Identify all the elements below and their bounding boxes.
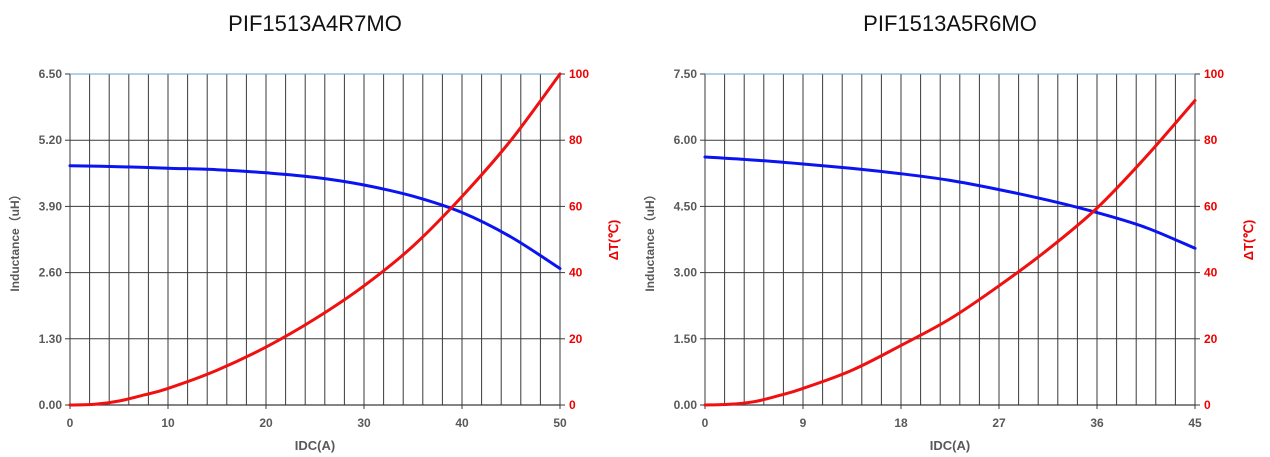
- inductance-line: [68, 164, 562, 270]
- y2-tick-label: 60: [569, 199, 583, 213]
- x-tick-label: 0: [702, 416, 709, 430]
- y2-tick-label: 20: [569, 332, 583, 346]
- y2-axis-label: ΔT(℃): [606, 220, 621, 261]
- y-tick-label: 7.50: [674, 67, 698, 81]
- y2-tick-label: 40: [1204, 266, 1218, 280]
- y2-tick-label: 20: [1204, 332, 1218, 346]
- x-axis-label: IDC(A): [295, 438, 335, 453]
- chart-svg: PIF1513A5R6MO 0.00 1.50 3.00 4.50 6.00 7.50 0 20…: [642, 11, 1256, 453]
- x-tick-label: 45: [1188, 416, 1202, 430]
- y2-tick-label: 80: [569, 133, 583, 147]
- y2-axis-label: ΔT(℃): [1241, 220, 1256, 261]
- x-tick-label: 27: [992, 416, 1006, 430]
- y-tick-label: 1.30: [39, 332, 63, 346]
- y2-tick-label: 80: [1204, 133, 1218, 147]
- y-tick-label: 0.00: [39, 398, 63, 412]
- chart-right: PIF1513A5R6MO 0.00 1.50 3.00 4.50 6.00 7.50 0 20…: [635, 0, 1270, 457]
- y2-tick-label: 60: [1204, 199, 1218, 213]
- y-tick-label: 3.00: [674, 266, 698, 280]
- y-tick-label: 1.50: [674, 332, 698, 346]
- y2-tick-label: 0: [1204, 398, 1211, 412]
- x-axis-label: IDC(A): [930, 438, 970, 453]
- chart-title: PIF1513A5R6MO: [863, 11, 1037, 36]
- chart-title: PIF1513A4R7MO: [228, 11, 402, 36]
- y-tick-label: 0.00: [674, 398, 698, 412]
- x-tick-label: 0: [67, 416, 74, 430]
- y-axis-label: Inductance（uH）: [7, 188, 22, 291]
- x-tick-label: 40: [455, 416, 469, 430]
- y-tick-label: 6.00: [674, 133, 698, 147]
- y2-tick-label: 100: [569, 67, 589, 81]
- y2-tick-label: 100: [1204, 67, 1224, 81]
- x-tick-label: 36: [1090, 416, 1104, 430]
- y-tick-label: 4.50: [674, 199, 698, 213]
- y-tick-label: 6.50: [39, 67, 63, 81]
- y2-tick-label: 40: [569, 266, 583, 280]
- y2-tick-label: 0: [569, 398, 576, 412]
- x-tick-label: 30: [357, 416, 371, 430]
- y-tick-label: 3.90: [39, 199, 63, 213]
- x-tick-label: 50: [553, 416, 567, 430]
- x-tick-label: 20: [259, 416, 273, 430]
- x-tick-label: 18: [894, 416, 908, 430]
- chart-svg: PIF1513A4R7MO 0.00 1.30 2.60 3.90 5.20 6.50 0 20…: [7, 11, 621, 453]
- chart-left: PIF1513A4R7MO 0.00 1.30 2.60 3.90 5.20 6.50 0 20…: [7, 11, 621, 453]
- x-tick-label: 9: [800, 416, 807, 430]
- inductance-line: [703, 155, 1197, 250]
- y-axis-label: Inductance（uH）: [642, 188, 657, 291]
- x-tick-label: 10: [161, 416, 175, 430]
- y-tick-label: 2.60: [39, 266, 63, 280]
- temperature-rise-line: [68, 72, 562, 407]
- temperature-rise-line: [703, 99, 1197, 407]
- y-tick-label: 5.20: [39, 133, 63, 147]
